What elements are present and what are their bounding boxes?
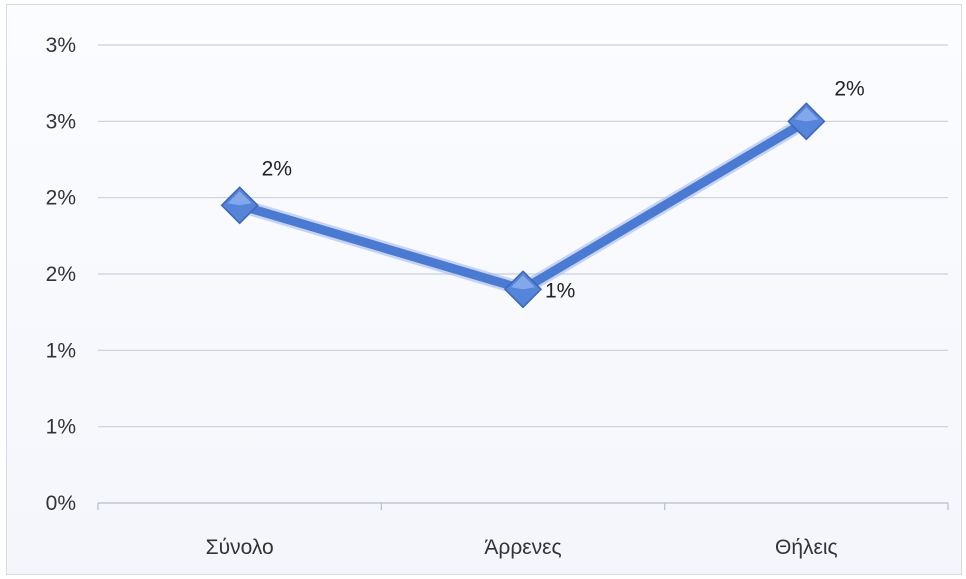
y-tick-label: 1% [46, 339, 76, 362]
data-labels: 2% 1% 2% [262, 77, 865, 302]
data-label: 2% [834, 77, 864, 100]
y-tick-label: 2% [46, 187, 76, 210]
x-axis: Σύνολο Άρρενες Θήλεις [97, 503, 949, 559]
y-tick-label: 0% [46, 492, 76, 515]
y-tick-label: 3% [46, 110, 76, 133]
y-tick-label: 1% [46, 416, 76, 439]
chart-frame [6, 4, 962, 575]
data-label: 2% [262, 157, 292, 180]
series-line [238, 117, 809, 294]
series-markers [220, 102, 826, 309]
series-line-glow [237, 115, 810, 297]
y-axis-ticks: 0% 1% 1% 2% 2% 3% 3% [46, 34, 76, 515]
x-tick-label: Σύνολο [206, 536, 274, 559]
y-tick-label: 3% [46, 34, 76, 57]
marker-highlight [794, 107, 819, 122]
x-tick-label: Άρρενες [484, 536, 561, 559]
data-label: 1% [545, 279, 575, 302]
y-tick-label: 2% [46, 263, 76, 286]
x-tick-label: Θήλεις [775, 536, 838, 559]
marker-highlight [511, 275, 535, 290]
marker-highlight [227, 191, 252, 206]
data-point-marker [220, 186, 259, 225]
series-line [237, 115, 810, 297]
